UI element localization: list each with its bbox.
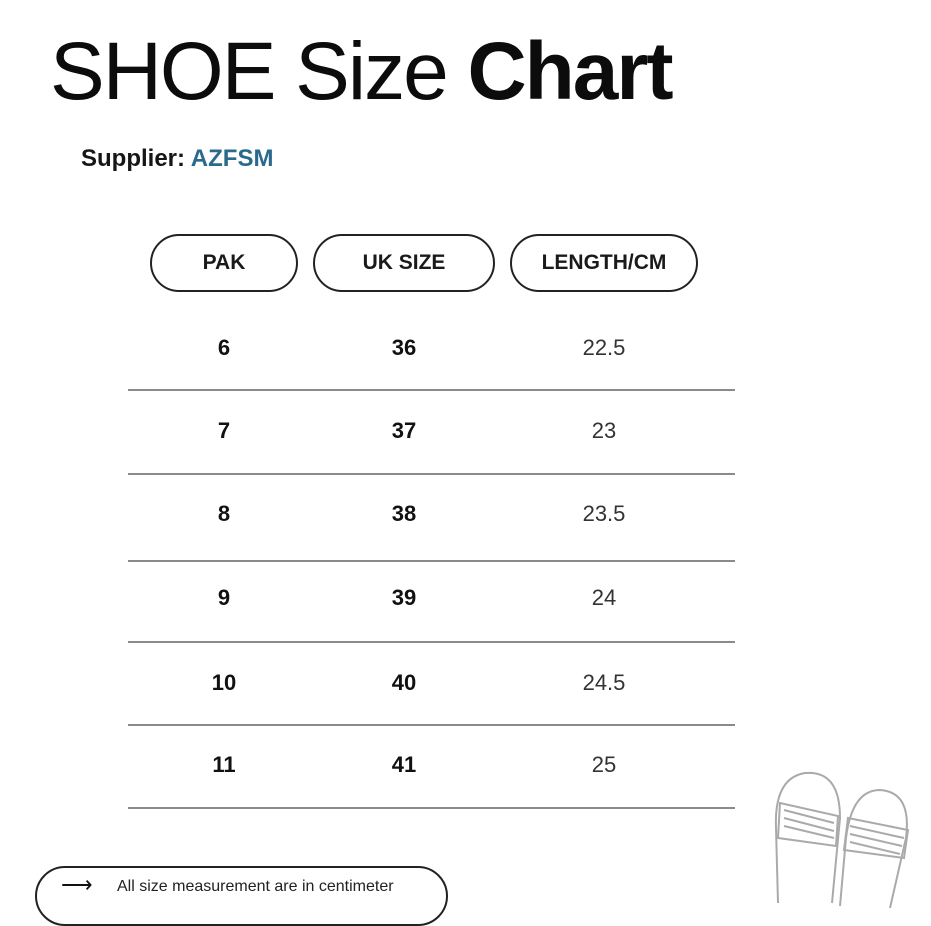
cell-length: 23 xyxy=(591,418,617,443)
cell-pak: 9 xyxy=(217,585,231,610)
cell-length: 24.5 xyxy=(582,670,626,695)
cell-uk-size: 36 xyxy=(391,335,417,360)
row-divider xyxy=(128,807,735,809)
cell-uk-size: 41 xyxy=(391,752,417,777)
cell-uk-size: 40 xyxy=(391,670,417,695)
cell-length: 23.5 xyxy=(582,501,626,526)
header-length: LENGTH/CM xyxy=(510,234,698,292)
cell-length: 24 xyxy=(591,585,617,610)
row-divider xyxy=(128,724,735,726)
title-light: SHOE Size xyxy=(50,26,468,117)
cell-uk-size: 37 xyxy=(391,418,417,443)
supplier: Supplier: AZFSM xyxy=(81,145,273,173)
note-text: All size measurement are in centimeter xyxy=(117,878,394,895)
page-title: SHOE Size Chart xyxy=(50,22,674,122)
row-divider xyxy=(128,560,735,562)
cell-pak: 6 xyxy=(217,335,231,360)
slippers-icon xyxy=(774,771,910,908)
row-divider xyxy=(128,473,735,475)
supplier-value: AZFSM xyxy=(190,145,274,172)
cell-length: 22.5 xyxy=(582,335,626,360)
header-uk-size: UK SIZE xyxy=(313,234,495,292)
cell-uk-size: 39 xyxy=(391,585,417,610)
row-divider xyxy=(128,389,735,391)
cell-pak: 8 xyxy=(217,501,231,526)
cell-length: 25 xyxy=(591,752,617,777)
cell-uk-size: 38 xyxy=(391,501,417,526)
supplier-label: Supplier: xyxy=(81,145,186,172)
cell-pak: 11 xyxy=(212,752,236,777)
title-bold: Chart xyxy=(467,26,673,117)
cell-pak: 10 xyxy=(211,670,237,695)
arrow-right-icon: ⟶ xyxy=(61,872,93,897)
row-divider xyxy=(128,641,735,643)
note-pill: ⟶ All size measurement are in centimeter xyxy=(35,866,448,926)
header-pak: PAK xyxy=(150,234,298,292)
cell-pak: 7 xyxy=(217,418,231,443)
